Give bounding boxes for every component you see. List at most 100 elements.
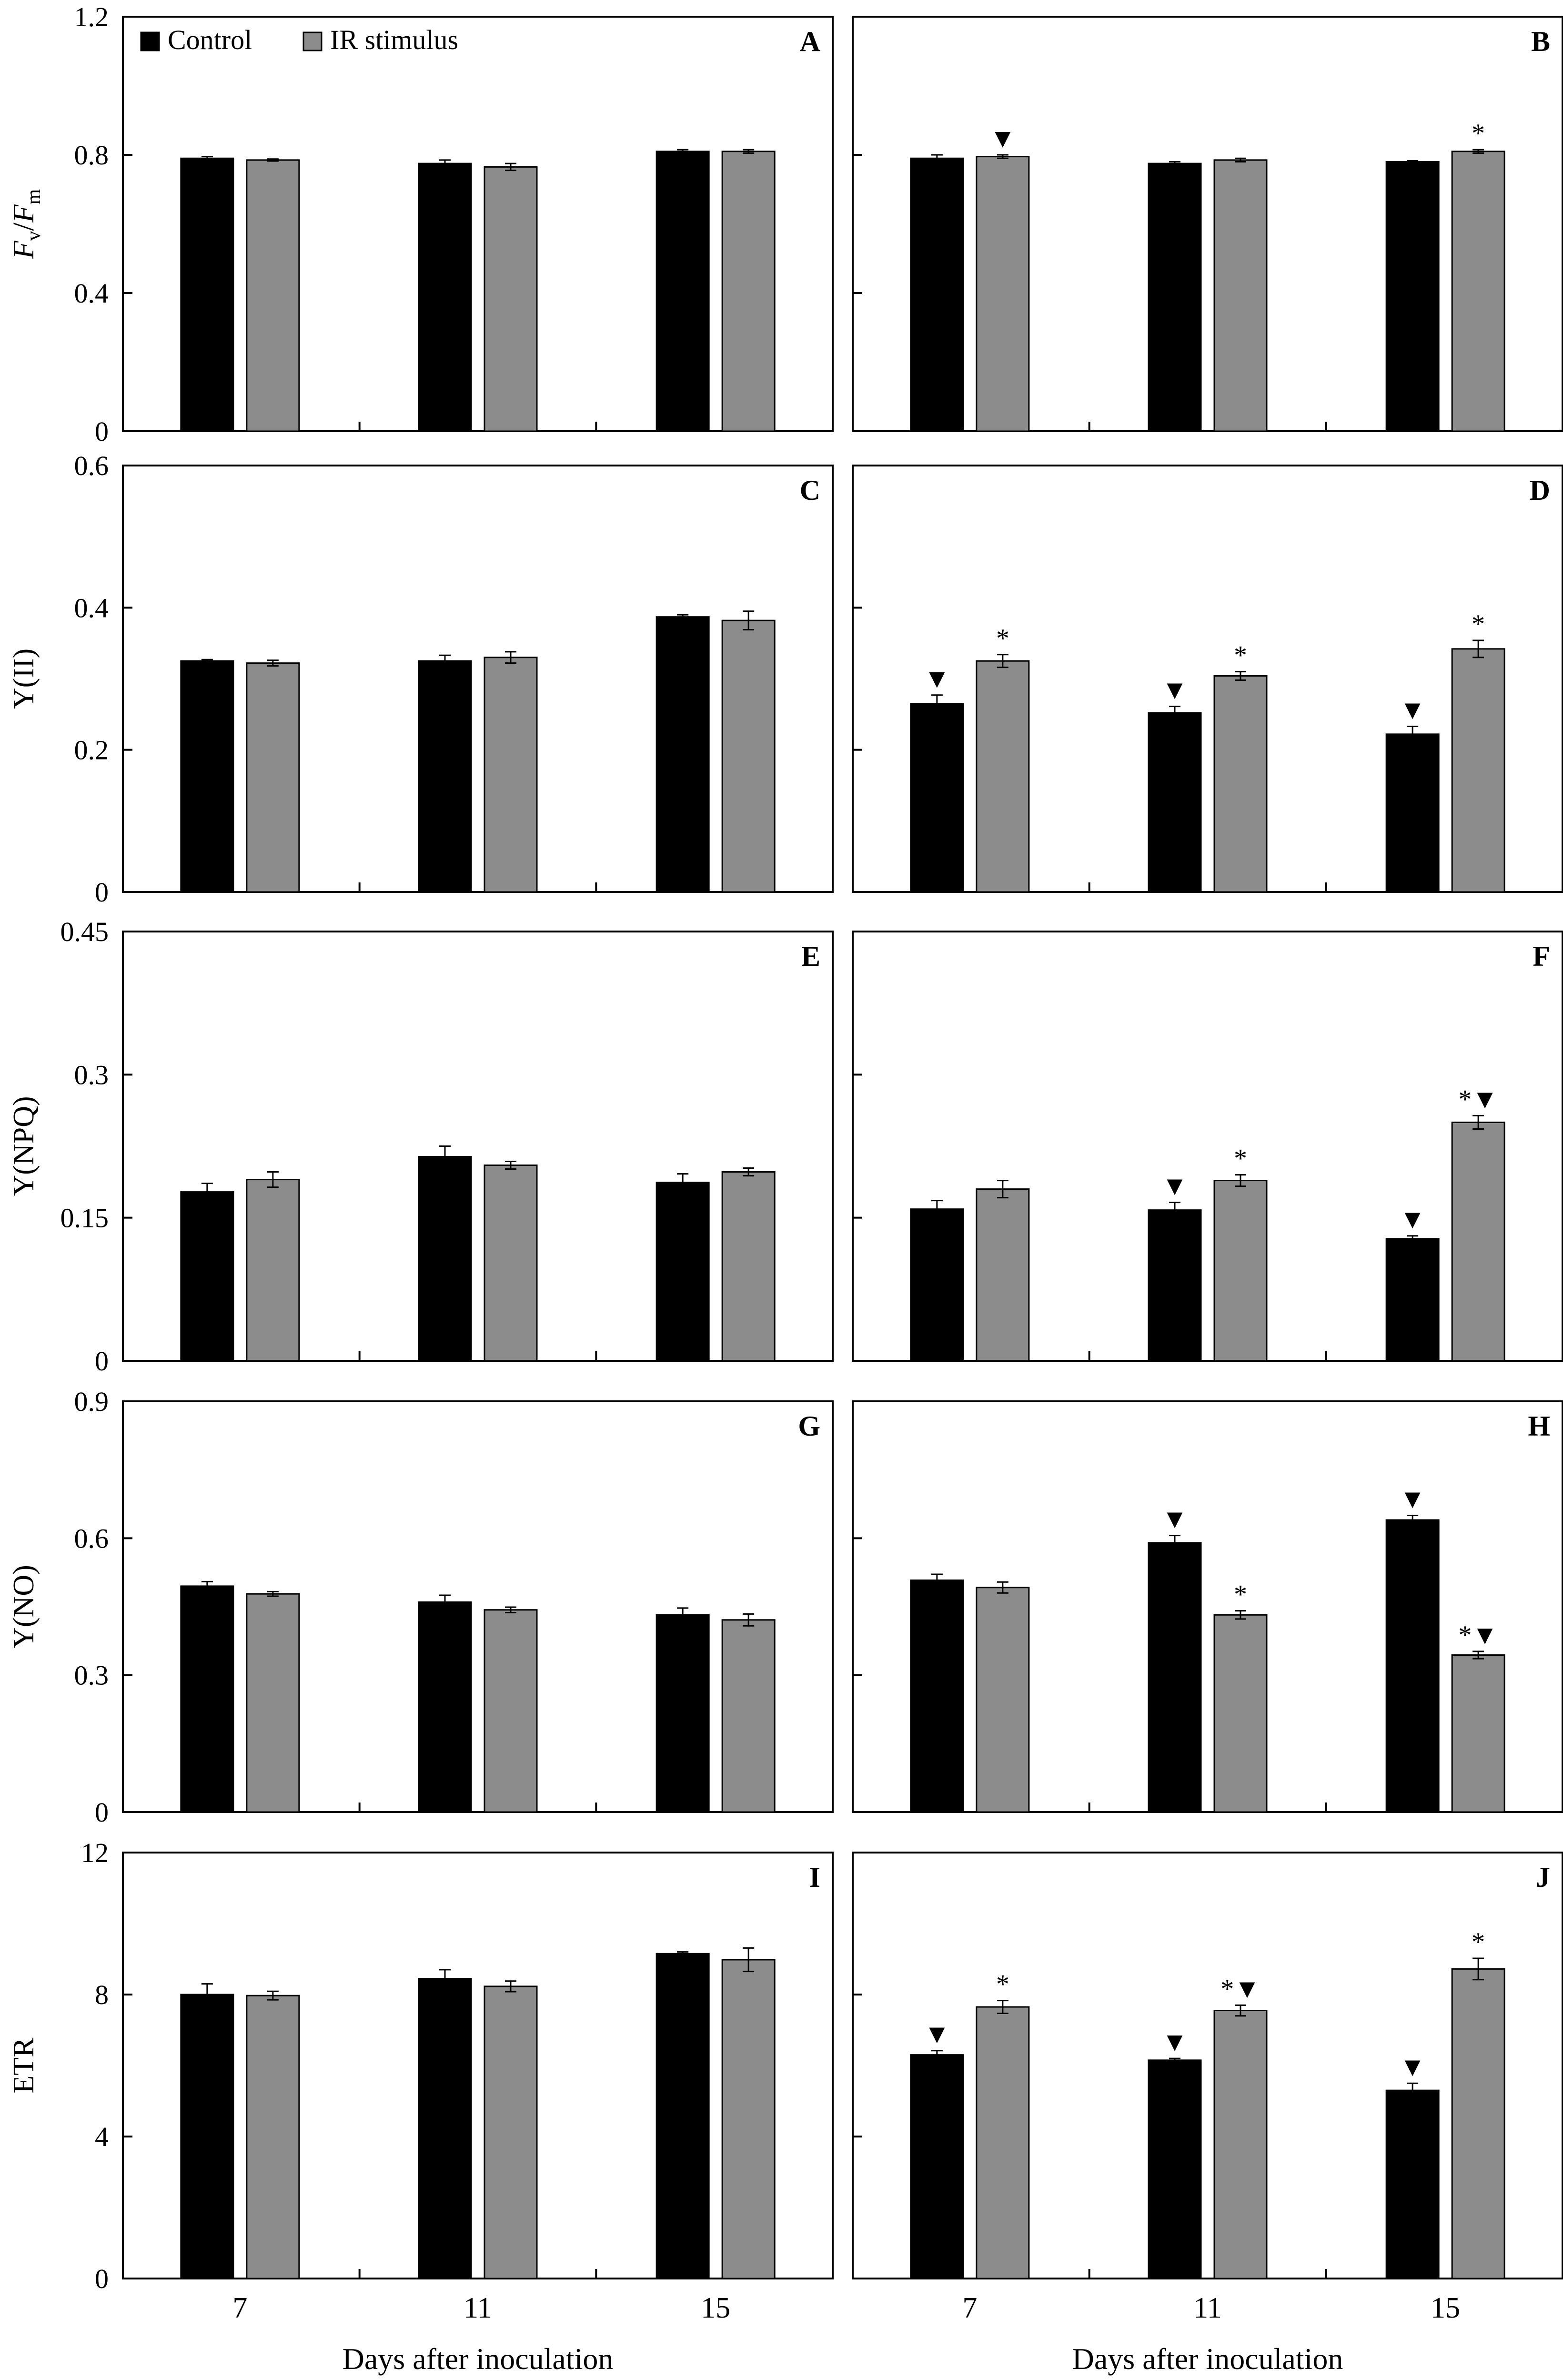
legend: Control IR stimulus: [140, 24, 458, 55]
y-tick-label: 8: [95, 1979, 109, 2010]
y-tick-label: 0: [95, 1346, 109, 1377]
bar-control-day7: [180, 157, 234, 432]
y-axis-label: Y(NPQ): [8, 1096, 40, 1196]
panel-letter: D: [1530, 475, 1550, 506]
bar-ir-day7: [976, 1587, 1030, 1813]
bar-ir-day15: [721, 1619, 776, 1813]
y-tick-label: 0: [95, 2263, 109, 2294]
bar-control-day7: [180, 660, 234, 893]
significance-mark: *: [1234, 1580, 1247, 1610]
x-tick-label: 11: [1193, 2292, 1222, 2324]
bar-control-day7: [180, 1585, 234, 1813]
bar-ir-day15: [1451, 151, 1505, 432]
y-tick-label: 0.3: [74, 1059, 109, 1090]
legend-swatch-control: [140, 31, 160, 51]
bar-control-day11: [1148, 2059, 1202, 2279]
significance-mark: *▼: [1458, 1084, 1498, 1114]
y-tick-label: 0.45: [61, 916, 109, 947]
bar-control-day15: [655, 616, 710, 893]
significance-mark: ▼: [1161, 1172, 1188, 1201]
y-tick-label: 0.2: [74, 735, 109, 766]
panel-D: D ▼ ▼ ▼ * * *: [852, 465, 1563, 893]
significance-mark: ▼: [1399, 695, 1425, 725]
panel-letter: G: [798, 1410, 820, 1442]
bar-ir-day11: [484, 1609, 538, 1813]
bar-control-day7: [180, 1994, 234, 2279]
panel-G: 0 0.3 0.6 0.9 G Y(NO): [8, 1386, 834, 1828]
significance-mark: ▼: [924, 664, 950, 694]
panel-letter: A: [800, 26, 820, 57]
bar-control-day11: [1148, 712, 1202, 893]
significance-mark: ▼: [989, 124, 1016, 153]
significance-mark: ▼: [1161, 2027, 1188, 2057]
y-tick-label: 0.8: [74, 140, 109, 171]
bar-ir-day11: [484, 657, 538, 893]
bar-control-day7: [910, 703, 964, 893]
bar-ir-day7: [976, 1188, 1030, 1362]
bar-ir-day11: [1213, 1614, 1268, 1813]
significance-mark: *: [996, 624, 1009, 653]
legend-label-control: Control: [168, 24, 252, 55]
significance-mark: *▼: [1458, 1620, 1498, 1650]
significance-mark: ▼: [1399, 1205, 1425, 1235]
panel-F: F ▼ ▼ * *▼: [852, 931, 1563, 1362]
y-tick-label: 0: [95, 416, 109, 447]
y-axis-label: Fv/Fm: [8, 189, 45, 259]
bar-ir-day7: [246, 662, 300, 893]
bar-control-day11: [1148, 1542, 1202, 1813]
bar-control-day11: [418, 1977, 472, 2279]
significance-mark: *: [996, 1970, 1009, 1999]
y-tick-label: 0.6: [74, 450, 109, 481]
bar-ir-day15: [721, 1959, 776, 2279]
bar-control-day7: [910, 1579, 964, 1813]
panel-letter: F: [1533, 941, 1550, 972]
significance-mark: ▼: [1161, 1505, 1188, 1534]
bar-ir-day15: [1451, 648, 1505, 893]
x-tick-label: 15: [701, 2292, 730, 2324]
bar-ir-day7: [246, 1179, 300, 1362]
x-tick-label: 11: [464, 2292, 492, 2324]
y-tick-label: 4: [95, 2121, 109, 2152]
y-axis-label: Y(NO): [8, 1565, 40, 1649]
bar-ir-day11: [484, 1985, 538, 2279]
bar-control-day15: [655, 151, 710, 432]
panel-A: 0 0.4 0.8 1.2 A Fv/Fm: [8, 1, 834, 447]
bar-control-day7: [910, 1208, 964, 1362]
bar-control-day7: [910, 2054, 964, 2279]
panel-letter: C: [800, 475, 820, 506]
panel-frame: [122, 1852, 834, 2279]
significance-mark: *▼: [1220, 1974, 1260, 2004]
x-tick-label: 7: [232, 2292, 247, 2324]
bar-ir-day11: [1213, 675, 1268, 893]
significance-mark: *: [1472, 1927, 1485, 1957]
panel-frame: [852, 1400, 1563, 1813]
chart-panels: 0 0.4 0.8 1.2 A Fv/Fm B ▼ * 0 0.2 0.4 0.6 C Y(II) D ▼ ▼ ▼ *…: [8, 1, 1563, 2324]
panel-E: 0 0.15 0.3 0.45 E Y(NPQ): [8, 916, 834, 1377]
bar-control-day15: [1385, 2089, 1440, 2279]
bar-ir-day15: [721, 619, 776, 893]
bar-ir-day11: [484, 166, 538, 432]
bar-control-day11: [418, 162, 472, 432]
bar-ir-day7: [246, 1995, 300, 2279]
legend-label-ir: IR stimulus: [330, 24, 458, 55]
bar-control-day7: [180, 1191, 234, 1362]
x-axis-label-left: Days after inoculation: [343, 2342, 614, 2376]
bar-ir-day11: [484, 1165, 538, 1362]
bar-ir-day7: [246, 159, 300, 432]
panel-C: 0 0.2 0.4 0.6 C Y(II): [8, 450, 834, 908]
bar-control-day11: [418, 660, 472, 893]
panel-letter: J: [1536, 1862, 1550, 1893]
bar-ir-day15: [1451, 1968, 1505, 2279]
bar-control-day11: [418, 1601, 472, 1813]
bar-ir-day15: [1451, 1121, 1505, 1362]
y-tick-label: 0.4: [74, 278, 109, 309]
y-tick-label: 0.15: [61, 1203, 109, 1234]
panel-letter: I: [809, 1862, 820, 1893]
panel-frame: [122, 931, 834, 1362]
panel-frame: [122, 465, 834, 893]
bar-control-day15: [1385, 1238, 1440, 1362]
x-tick-label: 15: [1431, 2292, 1460, 2324]
bar-ir-day7: [246, 1593, 300, 1813]
y-axis-label: Y(II): [8, 648, 40, 709]
